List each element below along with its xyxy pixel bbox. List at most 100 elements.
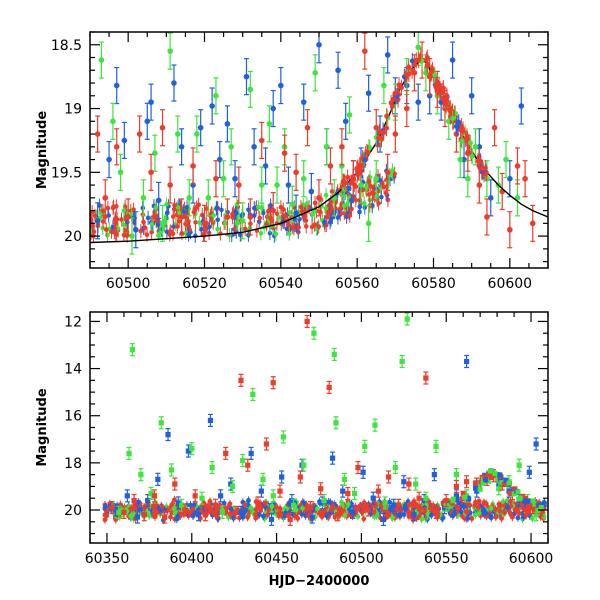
band-point: [361, 201, 367, 206]
data-point: [341, 476, 348, 482]
data-point: [403, 105, 410, 112]
peak-point: [503, 477, 509, 483]
x-tick-label: 60600: [509, 551, 554, 567]
peak-point: [450, 115, 456, 121]
y-tick-label: 18: [64, 456, 82, 472]
band-point: [219, 207, 224, 213]
band-point: [324, 513, 329, 519]
peak-point: [523, 495, 529, 501]
band-point: [223, 220, 228, 226]
data-point: [251, 144, 257, 150]
data-point: [514, 195, 521, 201]
band-point: [256, 512, 262, 518]
peak-point: [526, 503, 532, 509]
data-point: [124, 493, 130, 499]
data-point: [468, 92, 475, 99]
data-point: [316, 195, 322, 201]
data-point: [270, 207, 277, 214]
band-point: [319, 510, 324, 516]
peak-point: [444, 93, 450, 99]
band-point: [186, 219, 191, 224]
band-point: [215, 217, 221, 223]
peak-point: [530, 498, 536, 504]
data-point: [110, 118, 116, 125]
data-point: [178, 214, 185, 220]
data-point: [406, 481, 412, 487]
data-point: [121, 137, 128, 144]
peak-point: [522, 498, 528, 504]
data-point: [484, 214, 490, 220]
peak-point: [494, 476, 500, 482]
data-point: [138, 472, 144, 478]
data-point: [220, 175, 227, 182]
band-point: [345, 501, 351, 507]
data-point: [449, 57, 456, 63]
data-point: [202, 512, 208, 518]
band-point: [146, 513, 152, 519]
peak-point: [437, 90, 443, 96]
peak-point: [450, 500, 456, 506]
band-point: [493, 514, 499, 520]
band-point: [199, 212, 205, 218]
band-point: [175, 514, 181, 519]
data-point: [212, 502, 219, 508]
band-point: [276, 510, 281, 516]
data-point: [268, 516, 275, 523]
peak-point: [472, 485, 478, 491]
peak-point: [424, 63, 430, 69]
band-point: [299, 208, 305, 214]
data-point: [339, 144, 345, 150]
data-point: [476, 182, 483, 188]
band-point: [366, 192, 372, 197]
band-point: [191, 209, 197, 215]
band-point: [324, 214, 330, 220]
band-point: [265, 208, 271, 214]
band-point: [371, 514, 377, 520]
band-point: [154, 509, 160, 515]
band-point: [90, 223, 96, 229]
y-tick-label: 20: [64, 503, 82, 519]
band-point: [197, 220, 202, 225]
band-point: [452, 510, 457, 516]
data-point: [308, 188, 315, 195]
peak-point: [501, 482, 507, 488]
x-tick-label: 60500: [106, 276, 151, 292]
data-point: [335, 512, 341, 518]
peak-point: [507, 490, 513, 496]
x-tick-label: 60600: [488, 276, 533, 292]
band-point: [483, 501, 489, 507]
data-point: [175, 500, 181, 506]
band-point: [92, 213, 98, 219]
x-tick-label: 60550: [424, 551, 469, 567]
band-point: [523, 512, 529, 518]
band-point: [119, 217, 124, 222]
data-point: [373, 175, 380, 182]
band-point: [366, 179, 372, 184]
data-point: [423, 495, 429, 501]
data-point: [102, 195, 109, 201]
band-point: [198, 227, 204, 232]
band-point: [475, 505, 481, 511]
data-point: [301, 462, 307, 468]
data-point: [415, 44, 422, 51]
data-point: [277, 488, 283, 494]
peak-point: [517, 495, 523, 501]
data-point: [145, 497, 151, 504]
peak-point: [345, 175, 351, 181]
band-point: [242, 226, 248, 232]
peak-point: [389, 103, 395, 109]
data-point: [126, 450, 132, 457]
band-point: [259, 205, 265, 210]
band-point: [378, 502, 384, 508]
band-point: [252, 512, 258, 518]
band-point: [230, 212, 235, 217]
data-point: [318, 486, 324, 492]
band-point: [505, 505, 511, 510]
peak-point: [497, 472, 503, 478]
data-point: [167, 48, 173, 54]
band-point: [207, 224, 212, 230]
band-point: [176, 218, 182, 224]
data-point: [453, 483, 459, 490]
data-point: [148, 99, 154, 105]
peak-point: [346, 186, 352, 192]
